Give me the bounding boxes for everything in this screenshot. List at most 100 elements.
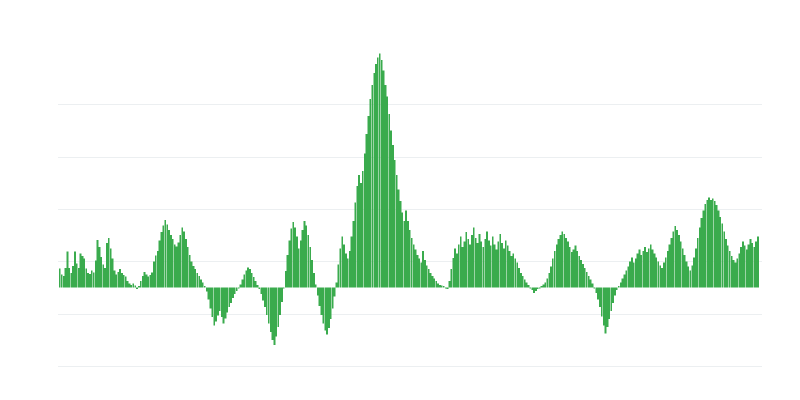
bar [606,287,609,327]
bar [66,251,69,288]
bar [493,244,496,288]
bar [542,284,545,288]
bar [710,199,712,288]
bar [471,235,473,288]
bar [380,59,383,288]
bar [301,229,304,288]
bar [412,244,415,288]
bar [518,267,520,288]
bar [567,241,569,288]
bar [424,260,426,288]
bar [655,257,658,288]
bar [281,287,283,302]
bar [647,248,650,288]
bar [393,159,396,288]
bar [435,280,438,288]
bar [422,250,424,288]
bar [617,286,620,288]
bar [751,243,754,288]
bar [525,282,528,288]
bar [68,267,71,288]
bar [693,257,695,288]
bar [636,253,639,288]
bar [644,246,646,288]
bar [459,236,462,288]
bar [109,248,112,288]
bar [358,175,360,288]
bar [657,261,660,288]
bar [593,287,596,289]
bar [343,244,345,288]
bar [416,254,419,288]
bar [119,269,121,288]
bar [378,53,381,288]
bar [736,258,739,288]
bar [153,261,155,288]
bar [356,186,359,288]
bar [725,239,727,288]
bar [196,273,199,288]
bar [397,189,400,288]
bar [284,271,287,288]
bar [448,280,451,288]
bar [141,275,144,288]
bar [377,57,379,288]
bar [738,253,741,288]
bar [597,287,599,300]
bar [265,287,268,315]
bar [632,262,635,288]
bar [228,287,231,308]
bar [384,84,387,288]
bar [745,249,748,288]
bar [331,287,334,309]
bar [407,220,409,288]
bar [175,246,178,288]
bar [329,287,332,319]
bar [576,250,579,288]
bar [538,287,541,289]
bar [313,273,315,288]
bar [548,273,550,288]
bar [269,287,272,332]
bar [203,286,206,288]
bar [708,197,710,288]
bar [589,279,592,288]
bar [704,203,707,288]
bar [104,267,106,288]
bar [753,246,756,288]
bar [126,280,129,288]
bar [245,270,248,288]
bar [484,239,486,288]
bar [668,244,671,288]
bar [595,287,598,293]
bar [275,287,278,337]
bar [147,276,150,288]
bar [727,245,729,288]
bar [584,267,586,288]
bar [115,274,118,288]
bar [348,250,351,288]
bar [747,244,750,288]
bar [429,273,432,288]
bar [286,254,289,288]
bar [615,287,618,291]
bar [350,236,353,288]
bar [162,225,165,288]
bar [186,246,189,288]
bar [510,256,513,288]
bar [444,287,447,289]
bar [260,287,263,295]
bar [604,287,607,334]
bar [698,227,701,288]
bar [111,258,114,288]
bar [247,267,249,288]
bar [333,287,336,297]
bar [217,287,219,316]
bar [181,227,184,288]
bar [529,287,532,289]
bar [335,282,338,288]
bar [297,248,300,288]
bar [574,245,577,288]
bar [480,241,483,288]
